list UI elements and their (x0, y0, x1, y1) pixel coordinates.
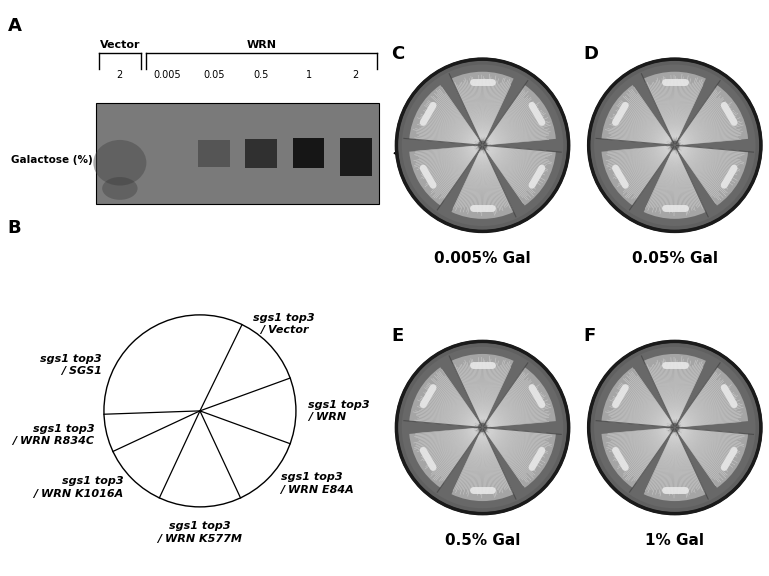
Text: sgs1 top3
/ WRN E84A: sgs1 top3 / WRN E84A (281, 472, 355, 495)
Circle shape (594, 347, 755, 508)
Wedge shape (644, 149, 706, 219)
Wedge shape (409, 85, 480, 145)
Ellipse shape (102, 177, 138, 200)
Text: sgs1 top3
/ WRN: sgs1 top3 / WRN (308, 400, 370, 422)
Wedge shape (644, 431, 706, 501)
Wedge shape (601, 85, 672, 145)
Text: WRN: WRN (246, 40, 276, 50)
Bar (96, 103, 379, 204)
Text: B: B (8, 219, 22, 237)
Text: 1: 1 (305, 70, 311, 80)
Text: sgs1 top3
/ WRN K1016A: sgs1 top3 / WRN K1016A (33, 476, 123, 499)
Wedge shape (409, 146, 480, 206)
Wedge shape (485, 428, 556, 488)
Wedge shape (485, 367, 556, 427)
Bar (292, 138, 325, 168)
Wedge shape (601, 428, 672, 488)
Text: A: A (8, 17, 22, 35)
Wedge shape (451, 71, 514, 141)
Text: C: C (391, 45, 404, 63)
Text: Vector: Vector (100, 40, 140, 50)
Wedge shape (677, 428, 748, 488)
Wedge shape (601, 146, 672, 206)
Text: sgs1 top3
/ Vector: sgs1 top3 / Vector (253, 313, 315, 335)
Wedge shape (677, 85, 748, 145)
Text: F: F (584, 327, 595, 345)
Text: Galactose (%): Galactose (%) (12, 155, 93, 165)
Text: D: D (584, 45, 598, 63)
Text: E: E (391, 327, 403, 345)
Text: 0.005: 0.005 (153, 70, 181, 80)
Bar (198, 140, 230, 166)
Wedge shape (409, 428, 480, 488)
Circle shape (594, 65, 755, 226)
Wedge shape (677, 146, 748, 206)
Text: sgs1 top3
/ SGS1: sgs1 top3 / SGS1 (40, 354, 102, 376)
Text: 0.5: 0.5 (254, 70, 269, 80)
Circle shape (402, 65, 563, 226)
Wedge shape (451, 149, 514, 219)
Wedge shape (601, 367, 672, 427)
Text: 1% Gal: 1% Gal (645, 533, 704, 548)
Ellipse shape (93, 140, 146, 185)
Text: 0.005% Gal: 0.005% Gal (434, 251, 531, 266)
Circle shape (589, 342, 761, 514)
Wedge shape (677, 367, 748, 427)
Circle shape (589, 59, 761, 232)
Wedge shape (644, 71, 706, 141)
Bar (340, 138, 371, 176)
Text: 0.05: 0.05 (204, 70, 225, 80)
Wedge shape (451, 431, 514, 501)
Bar (245, 139, 278, 168)
Text: 2: 2 (352, 70, 359, 80)
Text: 2: 2 (117, 70, 123, 80)
Circle shape (397, 342, 569, 514)
Circle shape (402, 347, 563, 508)
Text: 0.5% Gal: 0.5% Gal (444, 533, 521, 548)
Wedge shape (485, 146, 556, 206)
Text: sgs1 top3
/ WRN K577M: sgs1 top3 / WRN K577M (158, 521, 242, 544)
Wedge shape (644, 354, 706, 423)
Wedge shape (409, 367, 480, 427)
Circle shape (397, 59, 569, 232)
Text: 0.05% Gal: 0.05% Gal (632, 251, 717, 266)
Wedge shape (485, 85, 556, 145)
Wedge shape (451, 354, 514, 423)
Text: sgs1 top3
/ WRN R834C: sgs1 top3 / WRN R834C (12, 424, 95, 446)
